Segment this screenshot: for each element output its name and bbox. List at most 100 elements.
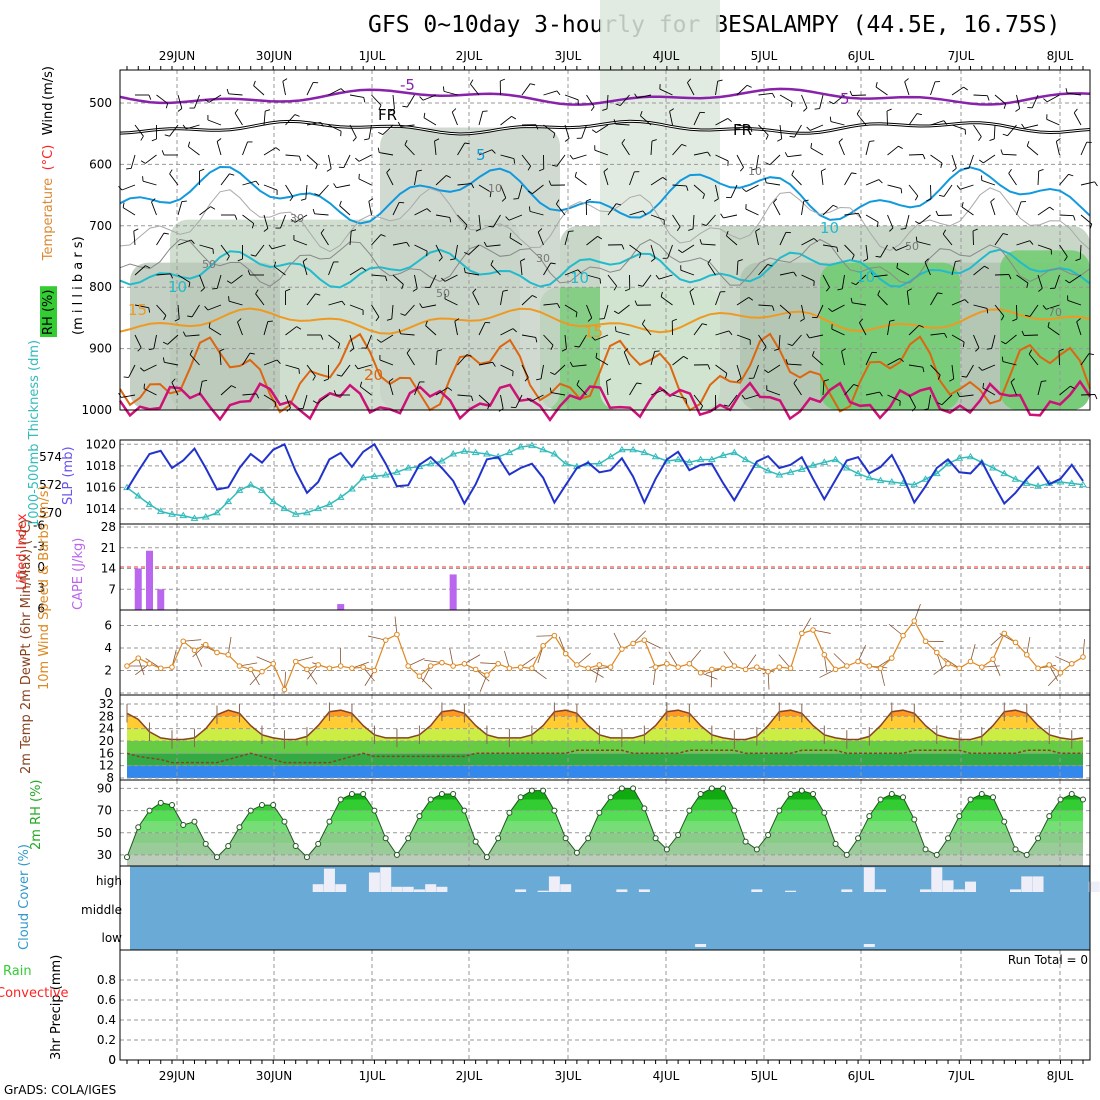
wind-barb-flag <box>255 180 260 186</box>
wind-barb <box>1024 124 1039 129</box>
wind-speed-point <box>799 630 805 637</box>
contour-label: 10 <box>168 278 187 296</box>
wind-barb <box>419 675 433 690</box>
wind-barb <box>351 661 369 669</box>
wind-barb-flag <box>1021 330 1025 336</box>
wind-barb-flag <box>857 213 862 218</box>
wind-barb-flag <box>363 97 366 103</box>
rh-point <box>225 843 232 850</box>
rh-point <box>315 840 322 847</box>
wind-barb-flag <box>937 292 943 295</box>
wind-barb-flag <box>1065 88 1068 94</box>
wind-barb-flag <box>1076 318 1081 323</box>
wind-barb-flag <box>337 343 341 349</box>
wind-barb <box>379 359 394 366</box>
wind-barb <box>145 658 161 669</box>
cloud-high-bar <box>436 886 448 892</box>
rh-point <box>843 851 850 858</box>
wind-barb-flag <box>569 361 573 367</box>
wind-barb-flag <box>312 400 318 404</box>
rh-point <box>382 835 389 842</box>
wind-speed-point <box>169 664 175 670</box>
wind-barb-flag <box>879 391 883 397</box>
thickness-point <box>640 448 649 456</box>
wind-barb <box>435 214 450 218</box>
wind-speed-point <box>652 664 659 670</box>
wind-barb <box>603 171 609 186</box>
wind-speed-point <box>686 660 693 667</box>
rh-point <box>697 790 704 797</box>
wind-barb <box>838 141 845 156</box>
wind-barb-flag <box>828 307 833 312</box>
wind-barb <box>769 154 781 166</box>
wind-barb <box>185 124 200 130</box>
wind-speed-point <box>382 637 389 643</box>
wind-barb <box>574 176 587 186</box>
wind-barb-flag <box>803 199 809 202</box>
rh-point <box>753 846 760 853</box>
wind-barb-flag <box>163 315 167 321</box>
wind-barb-flag <box>849 90 853 96</box>
wind-barb <box>880 668 885 686</box>
wind-barb <box>556 154 566 167</box>
wind-speed-point <box>956 665 963 672</box>
thickness-point <box>685 458 694 465</box>
rh-point <box>483 854 490 861</box>
wind-barb <box>1037 170 1040 186</box>
wind-barb <box>831 328 845 336</box>
thickness-point <box>528 441 536 449</box>
rh-point <box>900 794 907 801</box>
wind-barb <box>500 116 512 126</box>
slp-tick: 1014 <box>85 502 116 516</box>
wind-barb <box>993 124 996 140</box>
wind-barb-flag <box>315 293 321 296</box>
wind-barb-flag <box>677 249 683 253</box>
wind-barb-flag <box>406 242 410 247</box>
wind-speed-point <box>517 664 524 670</box>
wind-barb <box>730 184 738 198</box>
wind-barb-flag <box>1068 173 1074 177</box>
wind-speed-point <box>675 664 681 670</box>
wind-barb <box>177 304 180 319</box>
rh-point <box>427 796 434 803</box>
rh-point <box>461 807 468 814</box>
date-label-top: 29JUN <box>159 49 196 63</box>
wind-barb-flag <box>654 350 660 352</box>
thickness-point <box>404 464 413 471</box>
wind-barb <box>336 184 351 189</box>
wind-barb <box>822 204 834 216</box>
wind-barb-flag <box>501 197 507 202</box>
wind-barb <box>1059 173 1069 186</box>
wind-barb <box>454 321 458 336</box>
thickness-point <box>921 475 930 482</box>
wind-barb-flag <box>587 317 593 322</box>
wind-barb <box>366 334 372 349</box>
cloud-high-bar <box>515 889 527 892</box>
wind-barb <box>841 274 845 289</box>
wind-barb <box>444 274 458 282</box>
wind-barb <box>1054 274 1060 289</box>
wind-barb <box>1059 214 1074 217</box>
thickness-point <box>865 473 874 481</box>
wind-barb <box>156 232 165 246</box>
wind-barb <box>572 154 587 160</box>
wind-barb-flag <box>148 94 152 100</box>
wind-barb <box>930 332 945 336</box>
wind-barb <box>328 154 332 169</box>
wind-barb <box>400 124 415 127</box>
rh-point <box>607 794 614 801</box>
wind-barb <box>564 304 578 313</box>
wind-barb-flag <box>987 95 990 101</box>
wind-barb-flag <box>876 221 879 228</box>
wind-speed-point <box>574 662 580 668</box>
wind-barb <box>1026 145 1039 156</box>
wind-barb <box>242 352 251 366</box>
wind-barb <box>282 81 286 96</box>
wind-barb-flag <box>464 251 469 255</box>
wind-barb-flag <box>204 99 210 103</box>
wind-barb <box>237 321 243 336</box>
wind-barb-flag <box>1094 181 1098 187</box>
wind-tick: 0 <box>104 686 112 700</box>
wind-barb <box>758 264 769 276</box>
wind-barb-flag <box>404 140 408 145</box>
